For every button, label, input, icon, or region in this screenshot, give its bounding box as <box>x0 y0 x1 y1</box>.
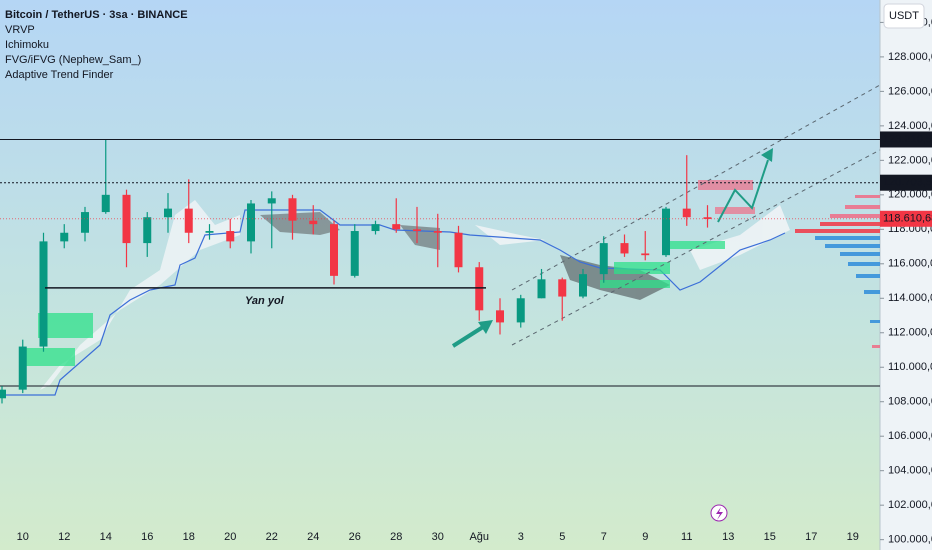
candle-body <box>537 279 546 299</box>
x-tick-label: 5 <box>559 531 565 543</box>
x-tick-label: 3 <box>518 531 524 543</box>
candle-body <box>392 224 401 230</box>
candle-body <box>454 232 463 268</box>
candle-body <box>558 279 567 297</box>
indicator: FVG/iFVG (Nephew_Sam_) <box>5 54 141 66</box>
x-tick-label: Ağu <box>469 531 489 543</box>
price-label-box <box>880 210 932 227</box>
candle-body <box>579 274 587 297</box>
indicator: Ichimoku <box>5 39 49 51</box>
projection-head <box>761 148 773 162</box>
candle-body <box>226 231 235 242</box>
plot-background <box>0 0 880 550</box>
x-tick-label: 22 <box>266 531 278 543</box>
x-tick-label: 11 <box>681 531 692 543</box>
x-tick-label: 28 <box>390 531 402 543</box>
candle-body <box>433 231 442 233</box>
x-tick-label: 15 <box>764 531 776 543</box>
currency-button[interactable] <box>883 3 925 29</box>
annotation: Yan yol <box>245 295 285 307</box>
y-tick-label: 100.000,00 <box>888 534 932 546</box>
channel <box>511 84 881 346</box>
x-tick-label: 17 <box>805 531 817 543</box>
x-tick-label: 16 <box>141 531 153 543</box>
x-tick-label: 10 <box>17 531 29 543</box>
candle-body <box>60 232 69 242</box>
y-tick-label: 120.000,00 <box>888 189 932 201</box>
candle-body <box>371 224 380 232</box>
arrow <box>451 325 485 348</box>
y-tick-label: 116.000,00 <box>888 258 932 270</box>
candle-body <box>599 243 608 275</box>
candle-body <box>516 298 525 323</box>
candle-body <box>247 203 255 242</box>
indicator: VRVP <box>5 24 35 36</box>
candle-body <box>475 267 484 311</box>
x-tick-label: 18 <box>183 531 195 543</box>
event-icon-bolt <box>716 507 723 520</box>
y-tick-label: 128.000,00 <box>888 51 932 63</box>
y-tick-label: 112.000,00 <box>888 327 932 339</box>
x-tick-label: 12 <box>58 531 70 543</box>
y-tick-label: 126.000,00 <box>888 85 932 97</box>
candle-body <box>496 310 504 323</box>
price-label: 118.610,68 <box>883 213 932 225</box>
candle-body <box>0 389 6 399</box>
currency-label: USDT <box>889 10 919 22</box>
candle-body <box>641 253 650 256</box>
y-tick-label: 124.000,00 <box>888 120 932 132</box>
x-tick-label: 30 <box>432 531 444 543</box>
y-tick-label: 110.000,00 <box>888 361 932 373</box>
candle-body <box>184 208 193 233</box>
candle-body <box>101 194 110 213</box>
candle-body <box>81 212 89 233</box>
candle-body <box>662 208 670 256</box>
candle-body <box>164 208 172 218</box>
arrow-head <box>478 320 493 334</box>
candle-body <box>143 217 152 244</box>
x-tick-label: 14 <box>100 531 112 543</box>
price-label-box <box>880 131 932 148</box>
candle-body <box>288 198 297 221</box>
indicator: Adaptive Trend Finder <box>5 69 114 81</box>
y-tick-label: 108.000,00 <box>888 396 932 408</box>
candle-body <box>39 241 48 347</box>
candle-body <box>350 231 359 276</box>
x-tick-label: 9 <box>642 531 648 543</box>
y-tick-label: 102.000,00 <box>888 499 932 511</box>
candle-body <box>413 229 421 232</box>
x-tick-label: 24 <box>307 531 319 543</box>
price-label: 120.703,52 <box>883 177 932 189</box>
candle-body <box>330 224 338 276</box>
price-axis-background <box>880 0 932 550</box>
y-tick-label: 114.000,00 <box>888 292 932 304</box>
y-tick-label: 122.000,00 <box>888 154 932 166</box>
projection-arrow <box>717 159 769 223</box>
x-tick-label: 13 <box>722 531 734 543</box>
price-label-box <box>880 174 932 191</box>
x-tick-label: 20 <box>224 531 236 543</box>
candle-body <box>18 346 27 390</box>
y-tick-label: 106.000,00 <box>888 430 932 442</box>
candle-body <box>703 217 712 219</box>
candle-body <box>309 220 318 225</box>
legend: Bitcoin / TetherUS · 3sa · BINANCE VRVP … <box>5 9 188 81</box>
candle-body <box>620 243 629 254</box>
chart-title: Bitcoin / TetherUS · 3sa · BINANCE <box>5 9 188 21</box>
candle-body <box>267 198 276 204</box>
x-tick-label: 26 <box>349 531 361 543</box>
trend-line <box>5 209 786 396</box>
volume-profile <box>795 195 880 348</box>
y-tick-label: 104.000,00 <box>888 465 932 477</box>
candle-body <box>682 208 691 218</box>
x-tick-label: 7 <box>601 531 607 543</box>
price-label: 123.210,55 <box>883 133 932 145</box>
x-tick-label: 19 <box>847 531 859 543</box>
candle-body <box>205 231 214 233</box>
